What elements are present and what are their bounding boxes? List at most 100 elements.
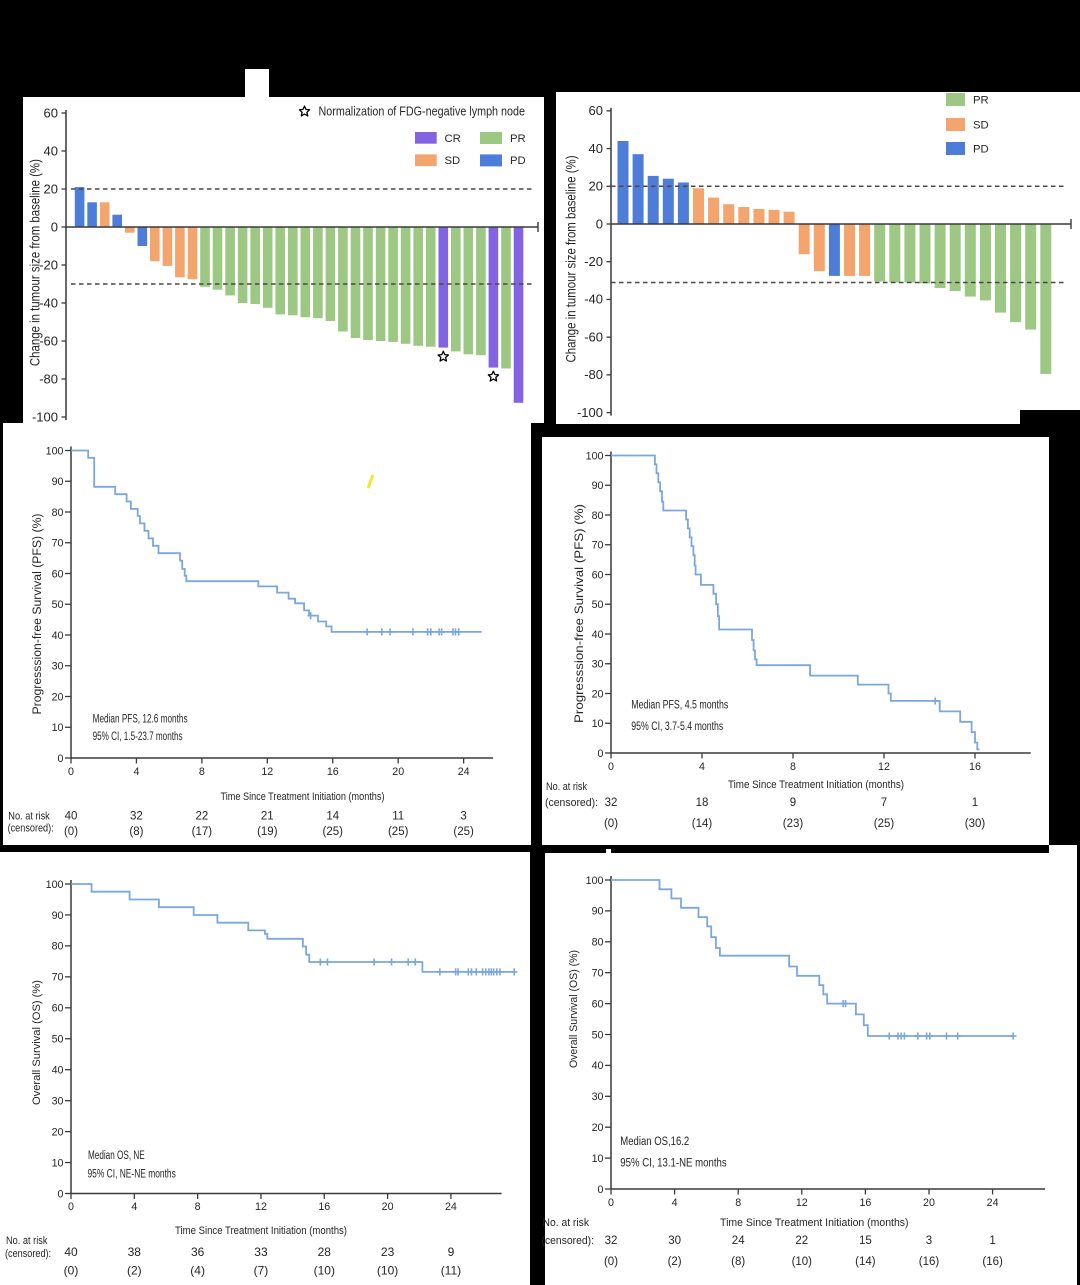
svg-text:0: 0 — [608, 761, 614, 773]
svg-text:(censored):: (censored): — [545, 797, 598, 809]
svg-text:-40: -40 — [39, 295, 58, 310]
svg-text:100: 100 — [46, 879, 64, 891]
svg-text:0: 0 — [598, 1184, 604, 1196]
svg-text:10: 10 — [52, 722, 64, 734]
svg-text:Median OS,16.2: Median OS,16.2 — [620, 1136, 689, 1148]
svg-text:0: 0 — [68, 1201, 74, 1213]
svg-text:95% CI, NE-NE months: 95% CI, NE-NE months — [88, 1169, 176, 1181]
svg-text:(16): (16) — [919, 1256, 940, 1268]
svg-text:(11): (11) — [441, 1264, 461, 1278]
svg-text:(8): (8) — [129, 826, 143, 838]
svg-text:(25): (25) — [388, 826, 409, 838]
svg-text:90: 90 — [592, 906, 604, 918]
svg-text:-100: -100 — [32, 409, 58, 424]
svg-text:PD: PD — [973, 144, 989, 156]
svg-text:50: 50 — [52, 599, 64, 611]
svg-text:95% CI, 3.7-5.4 months: 95% CI, 3.7-5.4 months — [631, 721, 723, 733]
svg-text:(censored):: (censored): — [542, 1235, 595, 1247]
svg-text:Median OS, NE: Median OS, NE — [88, 1150, 145, 1162]
svg-text:SD: SD — [973, 120, 989, 132]
svg-text:95% CI, 1.5-23.7 months: 95% CI, 1.5-23.7 months — [93, 731, 183, 743]
svg-text:30: 30 — [668, 1235, 681, 1247]
svg-text:SD: SD — [445, 155, 461, 167]
svg-text:1: 1 — [989, 1235, 995, 1247]
svg-text:16: 16 — [969, 761, 981, 773]
svg-text:80: 80 — [52, 507, 64, 519]
svg-text:20: 20 — [44, 181, 58, 196]
svg-text:20: 20 — [52, 691, 64, 703]
svg-text:(10): (10) — [792, 1256, 813, 1268]
svg-text:Overall Survival (OS) (%): Overall Survival (OS) (%) — [568, 950, 580, 1068]
svg-text:90: 90 — [592, 480, 604, 492]
svg-text:24: 24 — [445, 1201, 457, 1213]
svg-text:(30): (30) — [965, 818, 986, 830]
svg-text:24: 24 — [732, 1235, 745, 1247]
svg-text:30: 30 — [52, 1095, 64, 1107]
svg-text:60: 60 — [592, 998, 604, 1010]
svg-text:32: 32 — [605, 1235, 618, 1247]
svg-text:12: 12 — [878, 761, 890, 773]
svg-text:Normalization of FDG-negative: Normalization of FDG-negative lymph node — [319, 105, 526, 119]
svg-text:90: 90 — [52, 910, 64, 922]
svg-text:28: 28 — [318, 1245, 332, 1259]
svg-text:16: 16 — [318, 1201, 330, 1213]
svg-text:40: 40 — [65, 811, 78, 823]
svg-text:100: 100 — [586, 450, 604, 462]
svg-text:(10): (10) — [377, 1264, 398, 1278]
svg-text:70: 70 — [52, 538, 64, 550]
svg-text:(14): (14) — [855, 1256, 876, 1268]
svg-text:40: 40 — [592, 1060, 604, 1072]
svg-text:8: 8 — [199, 766, 205, 778]
svg-text:40: 40 — [592, 629, 604, 641]
svg-text:PR: PR — [510, 133, 526, 145]
svg-text:PD: PD — [510, 155, 526, 167]
svg-text:-20: -20 — [584, 254, 603, 269]
svg-text:12: 12 — [796, 1197, 808, 1209]
svg-text:0: 0 — [68, 766, 74, 778]
svg-text:9: 9 — [790, 797, 796, 809]
svg-text:12: 12 — [255, 1201, 267, 1213]
svg-text:40: 40 — [52, 1065, 64, 1077]
svg-text:80: 80 — [592, 510, 604, 522]
svg-text:80: 80 — [592, 937, 604, 949]
svg-text:60: 60 — [52, 568, 64, 580]
svg-text:1: 1 — [972, 797, 978, 809]
svg-text:70: 70 — [592, 968, 604, 980]
svg-text:0: 0 — [51, 219, 58, 234]
svg-text:Time Since Treatment Initiatio: Time Since Treatment Initiation (months) — [221, 791, 385, 803]
svg-text:No. at risk: No. at risk — [8, 811, 50, 823]
svg-text:0: 0 — [58, 1188, 64, 1200]
svg-text:(23): (23) — [783, 818, 804, 830]
svg-text:100: 100 — [46, 445, 64, 457]
svg-text:32: 32 — [605, 797, 618, 809]
svg-text:(17): (17) — [192, 826, 213, 838]
svg-text:-80: -80 — [584, 367, 603, 382]
svg-text:70: 70 — [52, 972, 64, 984]
svg-text:Time Since Treatment Initiatio: Time Since Treatment Initiation (months) — [175, 1225, 347, 1237]
svg-text:(10): (10) — [314, 1264, 335, 1278]
svg-text:50: 50 — [52, 1034, 64, 1046]
svg-text:8: 8 — [790, 761, 796, 773]
svg-text:Overall Survival (OS) (%): Overall Survival (OS) (%) — [31, 980, 43, 1105]
svg-text:50: 50 — [592, 1029, 604, 1041]
svg-text:7: 7 — [881, 797, 887, 809]
svg-text:(19): (19) — [257, 826, 278, 838]
svg-text:40: 40 — [64, 1245, 78, 1259]
svg-text:(2): (2) — [127, 1264, 142, 1278]
svg-text:0: 0 — [608, 1197, 614, 1209]
svg-text:4: 4 — [672, 1197, 678, 1209]
svg-text:Progresssion-free Survival (PF: Progresssion-free Survival (PFS) (%) — [572, 504, 586, 723]
svg-text:3: 3 — [926, 1235, 932, 1247]
svg-text:20: 20 — [923, 1197, 935, 1209]
svg-text:4: 4 — [699, 761, 705, 773]
svg-text:23: 23 — [381, 1245, 395, 1259]
svg-text:4: 4 — [131, 1201, 137, 1213]
svg-text:(0): (0) — [604, 818, 618, 830]
svg-text:(0): (0) — [64, 1264, 79, 1278]
svg-text:60: 60 — [589, 103, 603, 118]
svg-text:80: 80 — [52, 941, 64, 953]
svg-text:16: 16 — [859, 1197, 871, 1209]
svg-text:Median PFS, 12.6 months: Median PFS, 12.6 months — [93, 714, 188, 726]
svg-text:-20: -20 — [39, 257, 58, 272]
svg-text:22: 22 — [795, 1235, 808, 1247]
